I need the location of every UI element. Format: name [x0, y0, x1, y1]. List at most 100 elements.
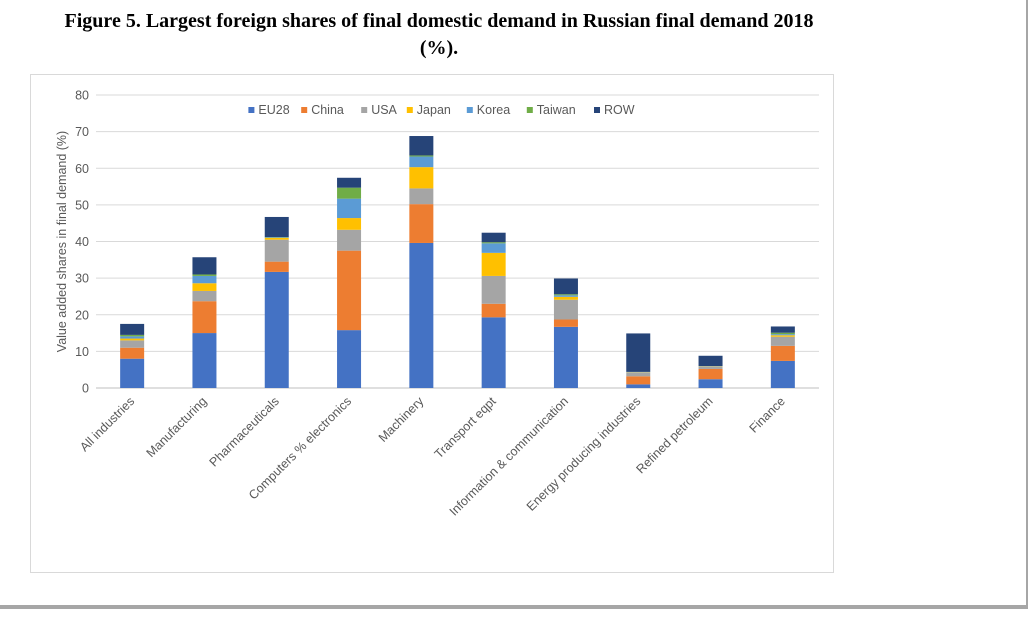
bar-segment — [409, 155, 434, 157]
bar-segment — [626, 372, 651, 377]
bar-segment — [192, 274, 217, 276]
x-tick-label: Pharmaceuticals — [207, 394, 282, 469]
bar-segment — [698, 379, 723, 388]
bars — [120, 136, 795, 388]
y-tick-label: 30 — [75, 272, 89, 286]
y-tick-label: 0 — [82, 382, 89, 396]
bar-segment — [264, 237, 289, 240]
bar-segment — [337, 177, 362, 188]
legend-label: EU28 — [258, 103, 289, 117]
bar-segment — [626, 376, 651, 385]
bar-segment — [409, 167, 434, 189]
bar-segment — [120, 336, 145, 339]
bar-segment — [553, 294, 578, 296]
legend-swatch — [466, 107, 473, 113]
bar-segment — [409, 156, 434, 168]
bar-segment — [481, 232, 506, 243]
bar-segment — [409, 136, 434, 156]
y-tick-label: 10 — [75, 345, 89, 359]
bar-segment — [264, 239, 289, 262]
x-tick-label: Information & communication — [447, 394, 571, 518]
bar-segment — [337, 330, 362, 388]
x-tick-label: Refined petroleum — [634, 394, 716, 476]
legend-label: China — [311, 103, 344, 117]
legend-swatch — [361, 107, 368, 113]
bar-segment — [698, 368, 723, 380]
chart-area: 0 10 20 30 40 50 60 70 80 All industries Manufact… — [30, 74, 834, 573]
legend-swatch — [526, 107, 533, 113]
figure-title-line1: Figure 5. Largest foreign shares of fina… — [64, 10, 814, 32]
bar-segment — [120, 338, 145, 341]
legend-label: ROW — [604, 103, 635, 117]
bar-segment — [481, 275, 506, 304]
bar-segment — [481, 243, 506, 253]
x-tick-label: Manufacturing — [144, 394, 210, 460]
bar-segment — [553, 319, 578, 327]
x-tick-label: Transport eqpt — [432, 394, 499, 461]
y-tick-label: 80 — [75, 89, 89, 103]
legend: EU28 China USA Japan Korea Taiwan ROW — [248, 103, 635, 117]
bar-segment — [553, 295, 578, 297]
bar-segment — [698, 355, 723, 367]
bar-segment — [120, 340, 145, 348]
legend-label: Japan — [417, 103, 451, 117]
bar-segment — [626, 384, 651, 388]
bar-segment — [770, 345, 795, 361]
x-tick-label: Finance — [747, 394, 788, 435]
bar-segment — [192, 301, 217, 334]
bar-segment — [264, 216, 289, 238]
gridlines — [96, 94, 819, 389]
bar-segment — [553, 296, 578, 300]
bar-segment — [264, 271, 289, 388]
bar-segment — [553, 299, 578, 320]
legend-swatch — [248, 107, 255, 113]
bar-segment — [120, 323, 145, 335]
bar-segment — [481, 252, 506, 276]
bar-segment — [192, 333, 217, 388]
figure-title: Figure 5. Largest foreign shares of fina… — [0, 8, 878, 62]
bar-segment — [120, 334, 145, 337]
bar-segment — [409, 204, 434, 243]
legend-label: Korea — [477, 103, 510, 117]
bar-segment — [770, 334, 795, 336]
bar-segment — [409, 242, 434, 388]
bar-segment — [192, 290, 217, 302]
bar-segment — [626, 333, 651, 372]
bar-segment — [337, 198, 362, 219]
x-tick-label: Machinery — [376, 394, 427, 445]
bar-segment — [481, 303, 506, 318]
bar-segment — [481, 242, 506, 244]
y-axis-ticks: 0 10 20 30 40 50 60 70 80 — [75, 89, 89, 396]
y-tick-label: 50 — [75, 198, 89, 212]
y-tick-label: 70 — [75, 125, 89, 139]
legend-label: USA — [371, 103, 397, 117]
bar-segment — [192, 257, 217, 275]
bar-segment — [770, 335, 795, 337]
figure-title-line2: (%). — [419, 37, 459, 59]
bar-segment — [192, 275, 217, 284]
y-axis-title: Value added shares in final demand (%) — [55, 131, 69, 352]
bar-segment — [120, 347, 145, 359]
y-tick-label: 60 — [75, 162, 89, 176]
bar-segment — [481, 317, 506, 388]
legend-swatch — [406, 107, 413, 113]
x-axis-ticks: All industries ManufacturingPharmaceutica… — [77, 394, 788, 519]
bar-segment — [337, 229, 362, 251]
bar-segment — [698, 366, 723, 369]
bar-segment — [770, 326, 795, 333]
bar-segment — [337, 218, 362, 230]
x-tick-label: Energy producing industries — [524, 394, 643, 513]
bar-segment — [770, 332, 795, 335]
bar-segment — [120, 358, 145, 388]
bar-segment — [553, 278, 578, 295]
bar-segment — [264, 261, 289, 272]
legend-swatch — [301, 107, 308, 113]
bar-segment — [337, 187, 362, 199]
y-tick-label: 40 — [75, 235, 89, 249]
bar-segment — [553, 326, 578, 388]
stacked-bar-chart: 0 10 20 30 40 50 60 70 80 All industries Manufact… — [55, 89, 819, 519]
bar-segment — [409, 188, 434, 205]
bar-segment — [770, 360, 795, 388]
y-tick-label: 20 — [75, 308, 89, 322]
